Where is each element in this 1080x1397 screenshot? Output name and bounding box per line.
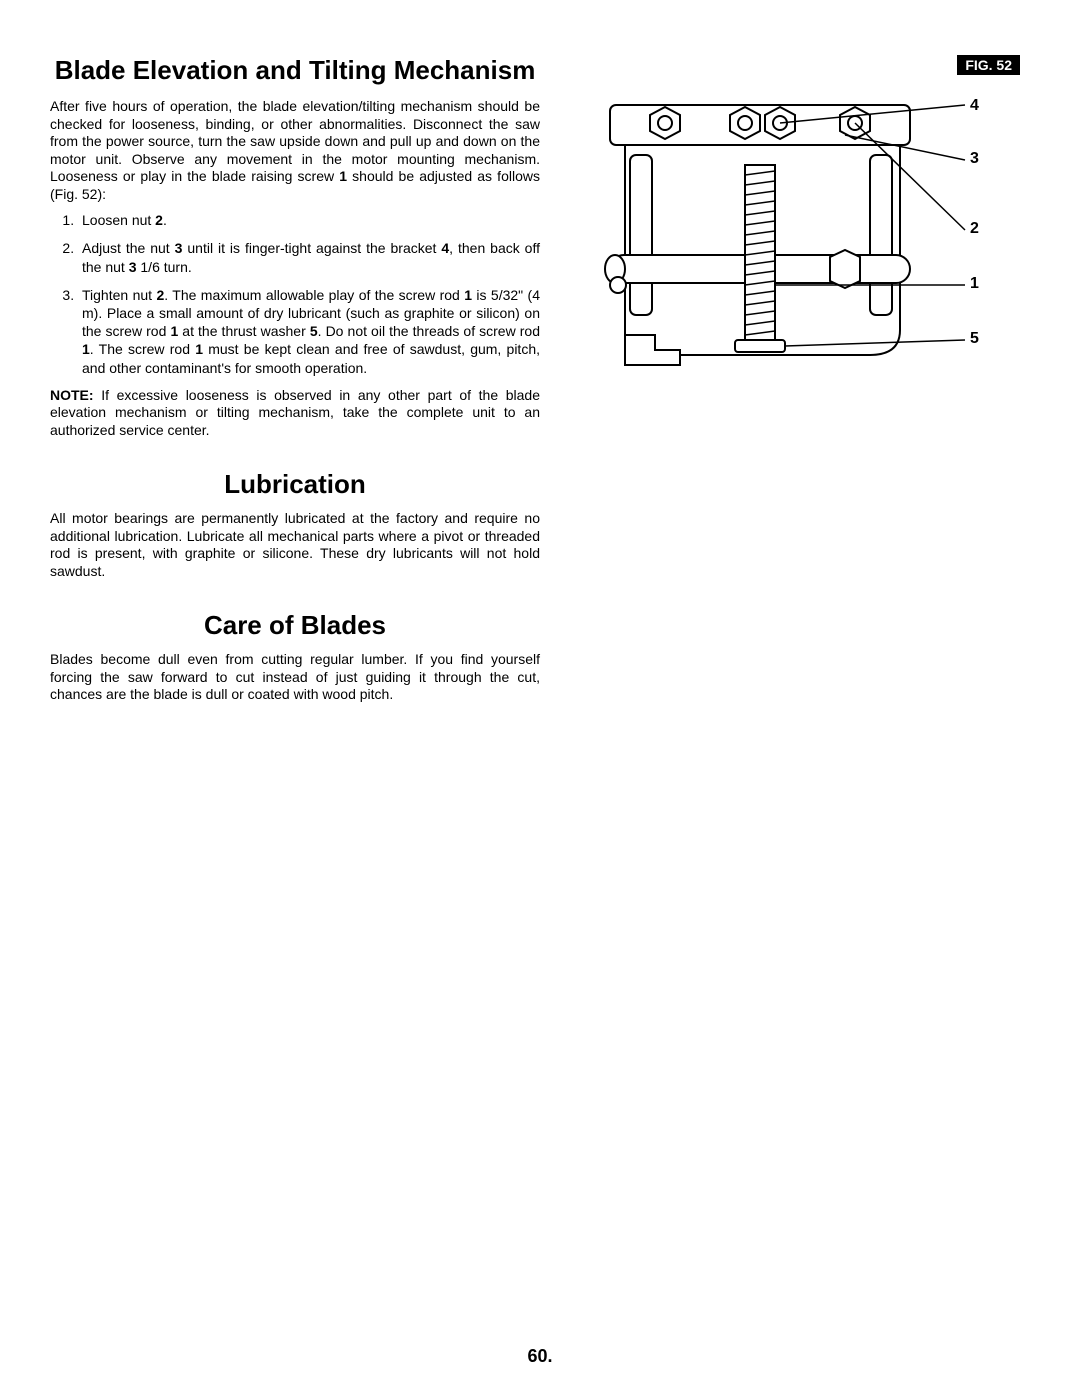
text: Loosen nut bbox=[82, 212, 155, 228]
ref: 1 bbox=[82, 341, 90, 357]
lubrication-body: All motor bearings are permanently lubri… bbox=[50, 510, 540, 580]
section-title-lubrication: Lubrication bbox=[50, 469, 540, 500]
callout-1: 1 bbox=[970, 275, 979, 293]
callout-3: 3 bbox=[970, 150, 979, 168]
text: . Do not oil the threads of screw rod bbox=[318, 323, 540, 339]
note-body: If excessive looseness is observed in an… bbox=[50, 387, 540, 438]
section-title-care-of-blades: Care of Blades bbox=[50, 610, 540, 641]
callout-4: 4 bbox=[970, 97, 979, 115]
intro-paragraph: After five hours of operation, the blade… bbox=[50, 98, 540, 203]
text: at the thrust washer bbox=[178, 323, 310, 339]
text: 1/6 turn. bbox=[137, 259, 192, 275]
mechanism-svg bbox=[570, 85, 980, 385]
ref: 3 bbox=[129, 259, 137, 275]
callout-5: 5 bbox=[970, 330, 979, 348]
right-column: FIG. 52 bbox=[570, 55, 1030, 710]
text: Tighten nut bbox=[82, 287, 156, 303]
ref: 4 bbox=[441, 240, 449, 256]
section-title-blade-elevation: Blade Elevation and Tilting Mechanism bbox=[50, 55, 540, 86]
note-paragraph: NOTE: If excessive looseness is observed… bbox=[50, 387, 540, 440]
text: Adjust the nut bbox=[82, 240, 175, 256]
text: until it is finger-tight against the bra… bbox=[182, 240, 441, 256]
text: . The maximum allowable play of the scre… bbox=[164, 287, 464, 303]
page-number: 60. bbox=[0, 1346, 1080, 1367]
left-column: Blade Elevation and Tilting Mechanism Af… bbox=[50, 55, 540, 710]
figure-badge: FIG. 52 bbox=[957, 55, 1020, 75]
step-2: Adjust the nut 3 until it is finger-tigh… bbox=[78, 239, 540, 275]
callout-2: 2 bbox=[970, 220, 979, 238]
text: . The screw rod bbox=[90, 341, 195, 357]
step-1: Loosen nut 2. bbox=[78, 211, 540, 229]
ref: 1 bbox=[195, 341, 203, 357]
ref: 2 bbox=[155, 212, 163, 228]
steps-list: Loosen nut 2. Adjust the nut 3 until it … bbox=[50, 211, 540, 377]
ref: 1 bbox=[464, 287, 472, 303]
page-content: Blade Elevation and Tilting Mechanism Af… bbox=[50, 55, 1030, 710]
figure-52-diagram: 4 3 2 1 5 bbox=[570, 85, 1030, 390]
text: . bbox=[163, 212, 167, 228]
note-label: NOTE: bbox=[50, 387, 94, 403]
step-3: Tighten nut 2. The maximum allowable pla… bbox=[78, 286, 540, 377]
ref: 5 bbox=[310, 323, 318, 339]
ref-1: 1 bbox=[339, 168, 347, 184]
care-of-blades-body: Blades become dull even from cutting reg… bbox=[50, 651, 540, 704]
